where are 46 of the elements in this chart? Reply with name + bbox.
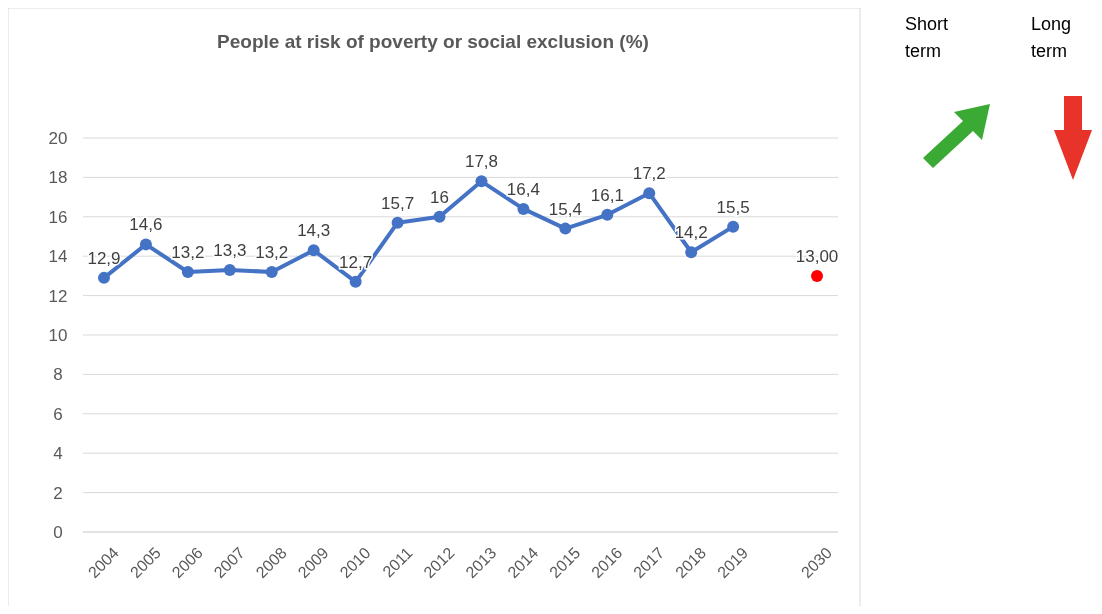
y-tick-label: 8 xyxy=(53,365,63,385)
data-label: 15,5 xyxy=(716,197,750,217)
point xyxy=(517,202,530,215)
point xyxy=(475,175,488,188)
chart-title: People at risk of poverty or social exclusion (%) xyxy=(217,31,649,52)
data-label: 16,4 xyxy=(506,179,540,199)
point xyxy=(811,269,824,282)
point xyxy=(433,210,446,223)
point xyxy=(97,271,110,284)
y-tick-label: 14 xyxy=(48,247,68,267)
data-label: 16,1 xyxy=(590,185,624,205)
point xyxy=(223,263,236,276)
y-tick-label: 10 xyxy=(48,325,68,345)
data-label: 17,8 xyxy=(464,152,499,172)
data-label: 13,2 xyxy=(171,242,205,262)
text: Long term xyxy=(1031,14,1072,61)
text: Short term xyxy=(905,14,949,61)
data-label: 13,00 xyxy=(795,246,839,266)
point xyxy=(139,238,152,251)
point xyxy=(643,187,656,200)
y-tick-label: 20 xyxy=(48,128,68,148)
y-tick-label: 16 xyxy=(48,207,68,227)
y-tick-label: 0 xyxy=(53,522,63,542)
data-label: 15,4 xyxy=(548,199,582,219)
point xyxy=(391,216,404,229)
data-label: 16 xyxy=(430,187,449,207)
point xyxy=(685,246,698,259)
data-label: 13,3 xyxy=(213,240,247,260)
point xyxy=(727,220,740,233)
y-tick-label: 2 xyxy=(53,483,63,503)
y-tick-label: 6 xyxy=(53,404,63,424)
y-tick-label: 18 xyxy=(48,168,68,188)
data-label: 12,9 xyxy=(87,248,121,268)
point xyxy=(307,244,320,257)
point xyxy=(181,265,194,278)
point xyxy=(559,222,572,235)
data-label: 14,3 xyxy=(297,221,331,241)
y-tick-label: 12 xyxy=(48,286,68,306)
point xyxy=(349,275,362,288)
point xyxy=(265,265,278,278)
data-label: 15,7 xyxy=(381,193,415,213)
data-label: 13,2 xyxy=(255,242,289,262)
point xyxy=(601,208,614,221)
y-tick-label: 4 xyxy=(53,444,63,464)
data-label: 14,6 xyxy=(129,215,163,235)
data-label: 17,2 xyxy=(632,164,666,184)
